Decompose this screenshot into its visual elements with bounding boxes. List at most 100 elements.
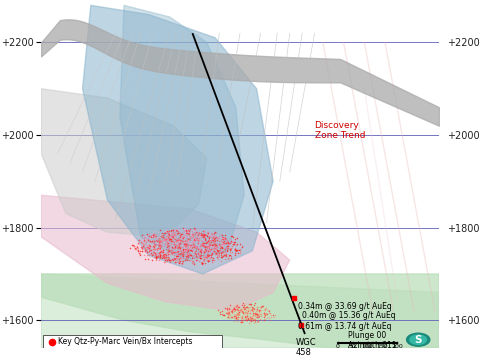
Point [204,248,211,253]
Point [165,228,172,233]
Point [205,257,213,263]
Point [187,247,194,253]
Point [184,228,192,234]
Point [195,252,203,258]
Point [147,248,155,253]
Point [155,242,163,247]
Point [223,243,230,248]
Point [261,316,269,322]
Point [170,236,178,242]
Point [229,241,237,247]
Point [221,235,229,241]
Point [193,244,201,250]
Point [200,248,207,254]
Point [239,311,247,316]
Point [156,249,164,255]
Point [214,237,221,243]
Point [243,307,251,313]
Point [192,257,200,263]
Point [244,311,252,317]
Point [170,249,178,255]
Point [220,252,228,258]
Point [222,253,229,259]
Point [249,305,257,311]
Point [211,238,219,243]
Point [204,244,212,250]
Point [147,251,155,256]
Point [234,304,241,310]
Point [157,237,165,243]
Point [167,259,174,265]
Point [205,237,213,243]
Point [179,248,187,253]
Point [135,237,143,243]
Point [174,237,181,242]
Point [167,231,174,237]
Point [166,248,173,254]
Point [255,309,263,314]
Point [145,239,153,245]
Point [167,257,174,263]
Point [171,234,179,239]
Point [163,235,171,241]
Point [185,245,193,251]
Point [149,237,156,243]
Point [230,311,238,317]
Point [226,302,234,308]
Point [232,307,240,313]
Point [246,307,253,313]
Point [223,237,231,243]
Point [149,246,157,252]
Point [171,249,179,255]
Point [244,305,252,310]
Point [166,251,173,257]
Point [216,245,223,251]
Point [180,255,187,261]
Point [181,248,189,253]
Point [138,240,146,246]
Point [161,229,168,234]
Point [181,247,189,253]
Point [195,258,203,264]
Point [227,237,234,242]
Point [185,242,193,247]
Point [160,253,168,259]
Point [182,231,190,237]
Text: 100: 100 [362,344,373,349]
Point [220,248,228,254]
Text: Plunge 00
Azimuth 011: Plunge 00 Azimuth 011 [348,331,396,350]
Point [203,239,210,244]
Point [207,244,215,250]
Point [238,310,245,315]
Point [262,306,270,311]
Point [261,306,268,312]
Point [168,230,175,236]
Point [199,231,206,237]
Point [196,240,204,246]
Point [252,310,259,316]
Point [172,252,180,258]
Point [223,305,231,311]
Point [147,233,155,239]
Point [160,245,168,251]
Point [227,308,235,314]
Point [234,311,242,317]
Point [173,253,180,259]
Point [165,245,173,251]
Point [141,235,149,241]
Point [218,254,226,260]
Point [150,243,158,248]
Point [168,235,175,241]
Point [255,308,263,314]
Point [132,246,139,252]
Point [168,244,176,250]
Point [141,245,148,251]
Point [179,248,187,253]
Point [154,245,162,251]
Point [258,303,266,309]
Point [197,237,204,243]
Point [221,257,228,262]
Point [228,315,235,320]
Point [201,243,209,248]
Point [213,244,220,249]
